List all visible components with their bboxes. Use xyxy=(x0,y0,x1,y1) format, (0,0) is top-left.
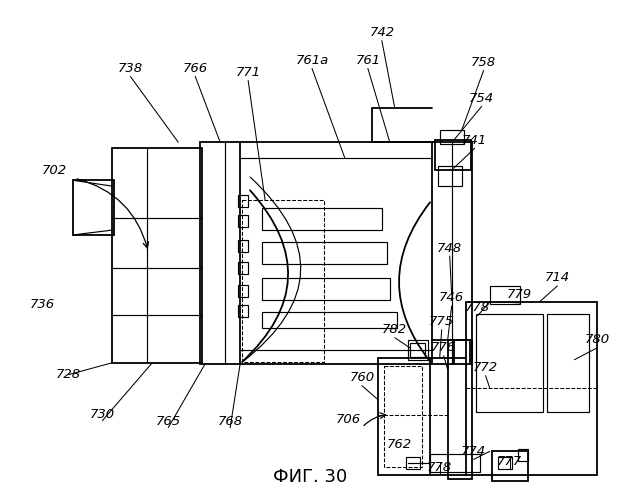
Bar xyxy=(238,285,248,297)
Bar xyxy=(476,314,543,412)
Bar xyxy=(430,454,479,472)
Bar xyxy=(73,180,114,235)
Bar xyxy=(440,130,464,144)
Text: 728: 728 xyxy=(56,368,81,381)
Text: 754: 754 xyxy=(469,92,494,105)
Text: ФИГ. 30: ФИГ. 30 xyxy=(273,468,347,486)
Text: 778: 778 xyxy=(465,302,490,314)
Bar xyxy=(448,340,471,479)
Bar xyxy=(262,312,397,328)
Bar xyxy=(466,302,597,476)
Text: 714: 714 xyxy=(545,272,570,284)
Bar xyxy=(406,458,420,469)
Text: 730: 730 xyxy=(90,408,115,421)
Bar xyxy=(262,278,390,300)
Bar xyxy=(548,314,589,412)
Bar xyxy=(408,340,428,359)
Text: 768: 768 xyxy=(217,415,243,428)
Text: 778: 778 xyxy=(427,461,452,474)
Text: 741: 741 xyxy=(462,134,487,147)
Text: 762: 762 xyxy=(388,438,412,451)
Text: 766: 766 xyxy=(183,62,208,75)
Bar xyxy=(410,342,425,356)
Text: 702: 702 xyxy=(42,164,67,176)
Text: 765: 765 xyxy=(156,415,181,428)
Bar xyxy=(262,242,387,264)
Bar xyxy=(238,195,248,207)
Bar xyxy=(262,208,382,230)
Text: 775: 775 xyxy=(429,316,455,328)
Bar xyxy=(200,142,240,364)
Bar xyxy=(238,262,248,274)
Text: 780: 780 xyxy=(585,333,610,346)
Bar xyxy=(497,458,512,469)
Text: 736: 736 xyxy=(30,298,55,312)
Text: 776: 776 xyxy=(431,341,456,354)
Text: 782: 782 xyxy=(383,324,407,336)
Text: 779: 779 xyxy=(507,288,532,302)
Bar xyxy=(242,200,324,362)
Text: 761: 761 xyxy=(355,54,381,67)
Text: 761a: 761a xyxy=(296,54,329,67)
Bar xyxy=(489,286,520,304)
Bar xyxy=(378,358,430,476)
Text: 748: 748 xyxy=(437,242,462,254)
Text: 742: 742 xyxy=(369,26,394,39)
Bar xyxy=(238,240,248,252)
Text: 774: 774 xyxy=(461,445,486,458)
Bar xyxy=(438,166,461,186)
Text: 706: 706 xyxy=(335,413,360,426)
Text: 758: 758 xyxy=(471,56,496,69)
Bar xyxy=(492,452,527,482)
Text: 772: 772 xyxy=(473,361,498,374)
Bar xyxy=(432,142,471,364)
Text: 738: 738 xyxy=(118,62,143,75)
Text: 777: 777 xyxy=(497,455,522,468)
Bar xyxy=(435,140,471,170)
Bar xyxy=(517,450,527,462)
Text: 771: 771 xyxy=(235,66,261,79)
Text: 760: 760 xyxy=(350,371,374,384)
Bar xyxy=(238,305,248,317)
Text: 746: 746 xyxy=(439,292,465,304)
Bar xyxy=(112,148,202,362)
Bar xyxy=(238,215,248,227)
Bar xyxy=(384,366,422,468)
